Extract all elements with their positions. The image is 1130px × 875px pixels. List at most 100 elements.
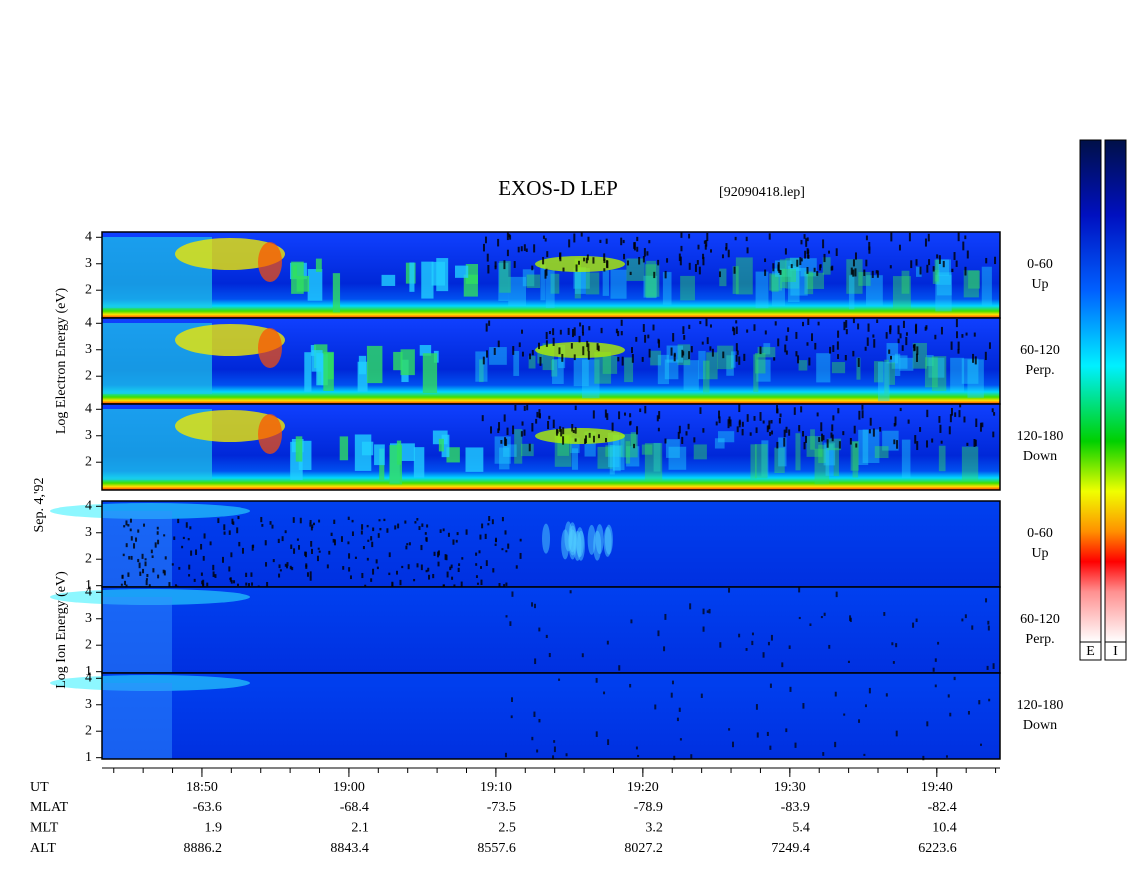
- spectrogram-speckle: [736, 350, 739, 355]
- spectrogram-patch: [877, 361, 890, 402]
- spectrogram-speckle: [890, 232, 893, 242]
- spectrogram-speckle: [151, 555, 154, 559]
- spectrogram-speckle: [832, 415, 835, 421]
- spectrogram-speckle: [164, 556, 167, 560]
- spectrogram-speckle: [152, 568, 155, 573]
- spectrogram-patch: [771, 274, 779, 292]
- spectrogram-speckle: [497, 340, 500, 348]
- spectrogram-patch: [789, 257, 801, 271]
- spectrogram-patch: [419, 345, 432, 356]
- spectrogram-speckle: [741, 428, 744, 436]
- spectrogram-patch: [576, 530, 585, 561]
- spectrogram-patch: [850, 441, 859, 471]
- spectrogram-speckle: [798, 425, 801, 432]
- panel-direction: Perp.: [1025, 363, 1054, 378]
- spectrogram-panel: [101, 231, 1001, 319]
- spectrogram-patch: [258, 242, 282, 282]
- spectrogram-speckle: [802, 703, 805, 709]
- spectrogram-patch: [814, 448, 830, 485]
- y-tick-label: 2: [85, 282, 92, 297]
- spectrogram-patch: [785, 258, 800, 289]
- spectrogram-speckle: [914, 325, 917, 334]
- spectrogram-speckle: [849, 437, 852, 445]
- spectrogram-speckle: [811, 333, 814, 342]
- spectrogram-speckle: [764, 330, 767, 335]
- spectrogram-speckle: [784, 248, 787, 255]
- spectrogram-speckle: [673, 352, 676, 357]
- spectrogram-speckle: [212, 571, 215, 577]
- spectrogram-speckle: [759, 412, 762, 421]
- spectrogram-speckle: [451, 576, 454, 580]
- spectrogram-speckle: [767, 641, 770, 646]
- spectrogram-patch: [641, 444, 653, 455]
- spectrogram-speckle: [538, 718, 541, 723]
- panel-angle: 60-120: [1020, 343, 1060, 358]
- spectrogram-patch: [901, 270, 910, 294]
- spectrogram-speckle: [629, 683, 632, 688]
- spectrogram-speckle: [370, 578, 373, 582]
- spectrogram-patch: [693, 444, 707, 460]
- spectrogram-patch: [584, 431, 596, 457]
- spectrogram-speckle: [915, 259, 918, 266]
- spectrogram-speckle: [437, 561, 440, 567]
- spectrogram-speckle: [519, 538, 522, 542]
- spectrogram-speckle: [807, 252, 810, 259]
- spectrogram-patch: [574, 266, 586, 294]
- y-tick-label: 4: [85, 585, 92, 600]
- spectrogram-speckle: [728, 728, 731, 731]
- spectrogram-speckle: [715, 421, 718, 426]
- spectrogram-speckle: [973, 332, 976, 337]
- spectrogram-speckle: [509, 235, 512, 240]
- spectrogram-speckle: [391, 581, 394, 587]
- spectrogram-speckle: [705, 239, 708, 247]
- spectrogram-speckle: [822, 752, 825, 756]
- spectrogram-speckle: [915, 618, 918, 623]
- spectrogram-speckle: [432, 573, 435, 579]
- spectrogram-speckle: [731, 741, 734, 748]
- spectrogram-speckle: [442, 528, 445, 532]
- spectrogram-speckle: [654, 704, 657, 710]
- spectrogram-speckle: [531, 736, 534, 741]
- spectrogram-speckle: [868, 241, 871, 251]
- spectrogram-patch: [421, 261, 434, 299]
- spectrogram-speckle: [838, 441, 841, 449]
- spectrogram-speckle: [926, 409, 929, 418]
- spectrogram-speckle: [600, 327, 603, 334]
- spectrogram-patch: [912, 343, 927, 369]
- spectrogram-speckle: [777, 262, 780, 270]
- spectrogram-speckle: [687, 423, 690, 430]
- spectrogram-speckle: [743, 353, 746, 361]
- spectrogram-speckle: [762, 420, 765, 424]
- spectrogram-speckle: [705, 318, 708, 327]
- spectrogram-patch: [732, 266, 739, 294]
- spectrogram-speckle: [559, 252, 562, 260]
- spectrogram-speckle: [630, 347, 633, 354]
- spectrogram-speckle: [296, 538, 299, 541]
- spectrogram-speckle: [544, 238, 547, 242]
- spectrogram-speckle: [520, 431, 523, 437]
- spectrogram-patch: [535, 256, 625, 272]
- x-tick-label: 19:40: [921, 780, 953, 795]
- spectrogram-speckle: [804, 250, 807, 259]
- spectrogram-patch: [332, 273, 341, 313]
- spectrogram-patch: [441, 434, 450, 458]
- spectrogram-speckle: [517, 246, 520, 253]
- spectrogram-speckle: [231, 518, 234, 524]
- spectrogram-speckle: [133, 543, 136, 549]
- spectrogram-speckle: [800, 258, 803, 262]
- spectrogram-speckle: [581, 325, 584, 334]
- spectrogram-speckle: [574, 438, 577, 442]
- spectrogram-patch: [936, 272, 952, 296]
- spectrogram-patch: [703, 360, 710, 393]
- spectrogram-speckle: [816, 412, 819, 417]
- spectrogram-speckle: [424, 532, 427, 535]
- spectrogram-speckle: [889, 329, 892, 335]
- spectrogram-speckle: [217, 518, 220, 524]
- spectrogram-speckle: [866, 337, 869, 346]
- spectrogram-speckle: [558, 347, 561, 355]
- spectrogram-speckle: [916, 346, 919, 355]
- spectrogram-speckle: [783, 429, 786, 438]
- row-label: MLT: [30, 821, 59, 836]
- spectrogram-patch: [750, 444, 757, 479]
- spectrogram-speckle: [603, 691, 606, 695]
